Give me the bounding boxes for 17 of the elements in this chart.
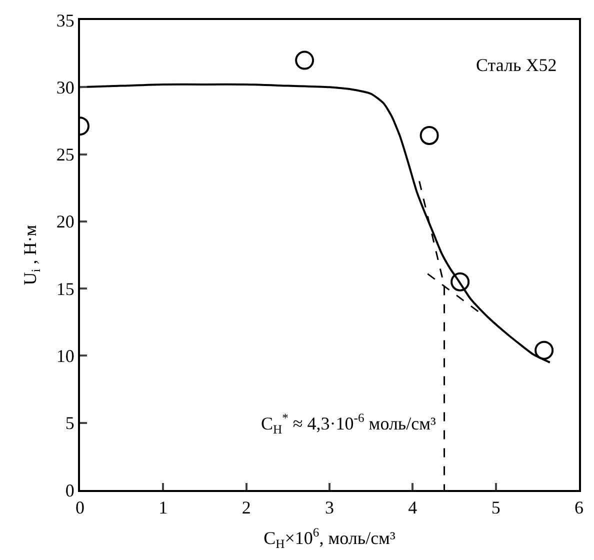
y-tick-label: 20 <box>56 212 74 232</box>
y-tick-label: 30 <box>56 77 74 98</box>
x-axis-title: C$_{Н}$×10$^{6}$, моль/см³ <box>264 526 396 551</box>
x-tick-label: 6 <box>574 498 584 518</box>
y-tick-label: 25 <box>56 144 74 165</box>
x-tick-label: 2 <box>242 498 251 518</box>
y-tick-label: 35 <box>56 10 74 30</box>
x-tick-label: 1 <box>158 498 168 518</box>
annotation: Сталь X52 <box>476 55 557 75</box>
x-tick-label: 5 <box>491 498 500 518</box>
y-tick-label: 0 <box>65 480 74 500</box>
x-tick-label: 4 <box>408 498 418 518</box>
annotation: C$_{Н}$$^{*}$ ≈ 4,3·10$^{-6}$ моль/см³ <box>261 411 437 436</box>
y-tick-label: 5 <box>65 413 74 434</box>
y-tick-label: 10 <box>56 346 74 366</box>
x-tick-label: 3 <box>325 498 334 518</box>
y-tick-label: 15 <box>56 278 74 299</box>
